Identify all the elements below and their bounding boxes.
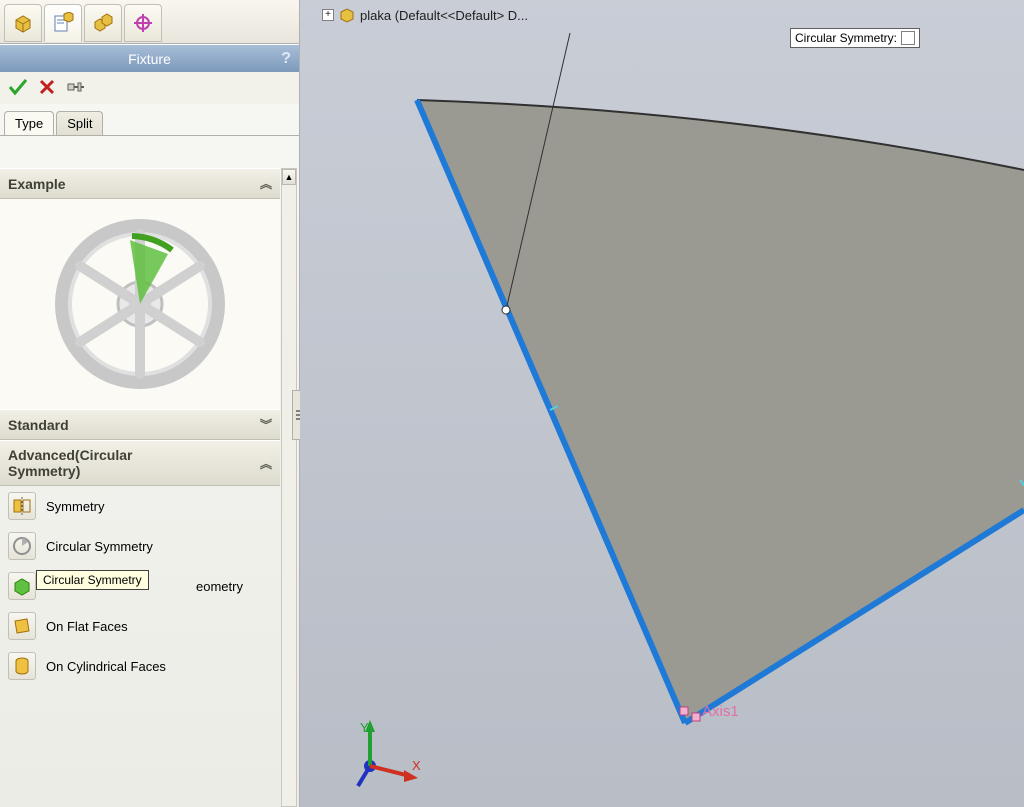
option-circular-label: Circular Symmetry bbox=[46, 539, 153, 554]
x-icon bbox=[38, 78, 56, 96]
property-panel: Fixture ? Type Split Example ︽ bbox=[0, 0, 300, 807]
collapse-icon: ︽ bbox=[260, 175, 272, 192]
cancel-button[interactable] bbox=[38, 78, 56, 99]
group-example-label: Example bbox=[8, 176, 66, 192]
cylinder-icon bbox=[8, 652, 36, 680]
tooltip-circular-symmetry: Circular Symmetry bbox=[36, 570, 149, 590]
expand-icon: ︾ bbox=[260, 416, 272, 433]
target-icon bbox=[132, 12, 154, 34]
cube-gold-icon bbox=[12, 12, 34, 34]
group-advanced-label: Advanced(Circular Symmetry) bbox=[8, 447, 208, 479]
geometry-icon bbox=[8, 572, 36, 600]
tab-type[interactable]: Type bbox=[4, 111, 54, 135]
triad-x-label: X bbox=[412, 758, 421, 773]
panel-title-bar: Fixture ? bbox=[0, 44, 299, 72]
scroll-up-button[interactable]: ▲ bbox=[282, 169, 296, 185]
coordinate-triad[interactable]: Y X bbox=[340, 718, 430, 801]
example-preview bbox=[0, 199, 280, 409]
option-cylindrical-faces[interactable]: On Cylindrical Faces bbox=[0, 646, 280, 686]
type-tab-bar: Type Split bbox=[0, 104, 299, 136]
sheet-cube-icon bbox=[52, 12, 74, 34]
tab-split[interactable]: Split bbox=[56, 111, 103, 135]
axis-label: Axis1 bbox=[702, 703, 739, 720]
flat-face-icon bbox=[8, 612, 36, 640]
checkmark-icon bbox=[8, 77, 28, 97]
pushpin-button[interactable] bbox=[66, 79, 86, 98]
accept-button[interactable] bbox=[8, 77, 28, 100]
option-symmetry[interactable]: Symmetry bbox=[0, 486, 280, 526]
cubes-stack-icon bbox=[92, 12, 114, 34]
3d-viewport[interactable]: + plaka (Default<<Default> D... Circular… bbox=[300, 0, 1024, 807]
wheel-illustration-icon bbox=[50, 214, 230, 394]
symmetry-icon bbox=[8, 492, 36, 520]
tab-configuration-manager[interactable] bbox=[84, 4, 122, 42]
group-standard-label: Standard bbox=[8, 417, 69, 433]
panel-content: Example ︽ Stand bbox=[0, 168, 280, 807]
pushpin-icon bbox=[66, 79, 86, 95]
panel-scrollbar[interactable]: ▲ bbox=[281, 168, 297, 807]
model-render bbox=[300, 0, 1024, 807]
triad-y-label: Y bbox=[360, 720, 369, 735]
option-reference-geometry[interactable]: eometry Circular Symmetry bbox=[0, 566, 280, 606]
triad-icon: Y X bbox=[340, 718, 430, 798]
option-geometry-label-partial: eometry bbox=[196, 579, 243, 594]
collapse-icon: ︽ bbox=[260, 455, 272, 472]
action-bar bbox=[0, 72, 299, 104]
group-advanced-header[interactable]: Advanced(Circular Symmetry) ︽ bbox=[0, 440, 280, 486]
tab-dimxpert[interactable] bbox=[124, 4, 162, 42]
circular-symmetry-icon bbox=[8, 532, 36, 560]
option-flat-label: On Flat Faces bbox=[46, 619, 128, 634]
tab-feature-manager[interactable] bbox=[4, 4, 42, 42]
panel-tab-bar bbox=[0, 0, 299, 44]
panel-title: Fixture bbox=[128, 51, 171, 67]
tab-property-manager[interactable] bbox=[44, 4, 82, 42]
help-button[interactable]: ? bbox=[281, 50, 291, 68]
option-symmetry-label: Symmetry bbox=[46, 499, 105, 514]
group-standard-header[interactable]: Standard ︾ bbox=[0, 409, 280, 440]
option-circular-symmetry[interactable]: Circular Symmetry bbox=[0, 526, 280, 566]
group-example-header[interactable]: Example ︽ bbox=[0, 168, 280, 199]
option-cylindrical-label: On Cylindrical Faces bbox=[46, 659, 166, 674]
option-flat-faces[interactable]: On Flat Faces bbox=[0, 606, 280, 646]
